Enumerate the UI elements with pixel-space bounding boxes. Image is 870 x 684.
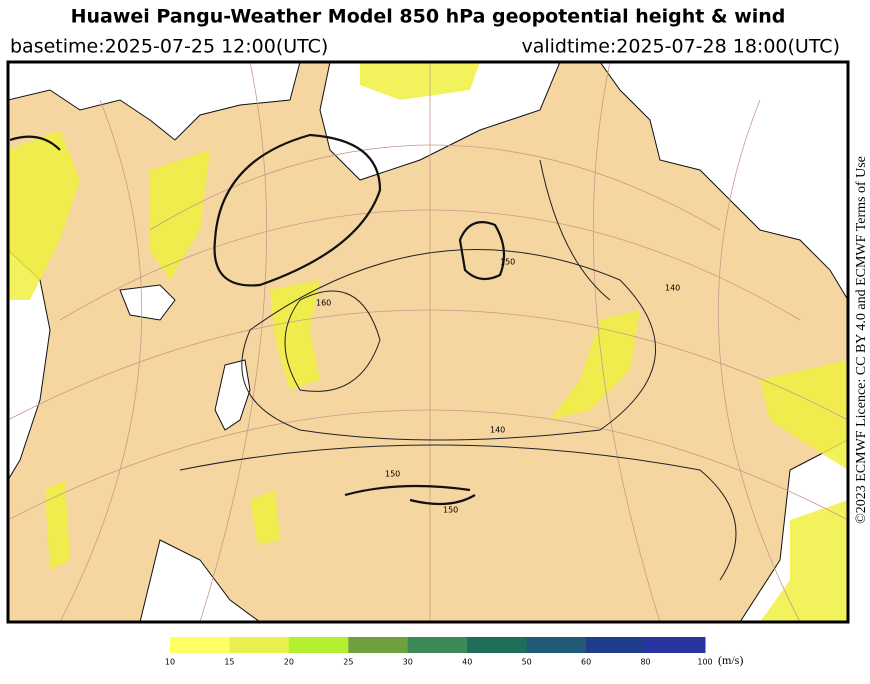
colorbar-tick-label: 15 [224,658,234,667]
wind-shading [8,130,80,300]
contour [344,484,476,506]
wind-shading [760,500,848,622]
colorbar-tick-label: 20 [284,658,294,667]
wind-shading [250,490,280,545]
black-sea [119,284,176,321]
colorbar-tick-label: 25 [343,658,353,667]
contour-label: 160 [316,299,331,308]
title: Huawei Pangu-Weather Model 850 hPa geopo… [71,6,786,28]
colorbar-segment [407,637,468,653]
contour [213,133,382,287]
colorbar-segment [645,637,706,653]
colorbar-tick-label: 80 [640,658,650,667]
colorbar-segment [229,637,290,653]
arctic-sea [8,62,301,141]
colorbar-tick-label: 30 [403,658,413,667]
map-frame [6,60,850,624]
contour [241,249,656,441]
contour-label: 150 [443,506,458,515]
colorbar-tick-label: 50 [522,658,532,667]
contour [284,290,381,392]
pacific-sea [599,62,848,301]
caspian-sea [214,359,251,431]
wind-shading [150,150,210,280]
colorbar-unit: (m/s) [718,653,743,667]
colorbar-segment [586,637,647,653]
credit: ©2023 ECMWF Licence: CC BY 4.0 and ECMWF… [854,156,869,524]
colorbar-tick-label: 10 [165,658,175,667]
wind-shading [760,360,848,470]
wind-shading [45,480,70,570]
contour [458,221,506,281]
colorbar-segment [348,637,409,653]
colorbar: 10 15 20 25 30 40 50 60 80 100 (m/s) [165,637,743,667]
map: 160 150 140 150 140 150 [6,60,850,624]
colorbar-segment [170,637,230,653]
colorbar-tick-label: 40 [462,658,472,667]
colorbar-segment [526,637,587,653]
contour [179,159,737,581]
wind-shading [270,280,320,390]
contour [9,135,61,151]
colorbar-tick-label: 60 [581,658,591,667]
wind-shading [360,62,480,100]
colorbar-tick-label: 100 [697,658,712,667]
colorbar-segment [467,637,528,653]
contour-label: 140 [665,284,680,293]
wind-shading [550,310,640,420]
contour-label: 150 [385,470,400,479]
basetime: basetime:2025-07-25 12:00(UTC) [10,36,328,58]
graticule [8,144,848,521]
validtime: validtime:2025-07-28 18:00(UTC) [521,36,840,58]
contour-label: 140 [490,426,505,435]
arabian-sea [139,539,261,622]
contour-label: 150 [500,258,515,267]
colorbar-segment [288,637,349,653]
